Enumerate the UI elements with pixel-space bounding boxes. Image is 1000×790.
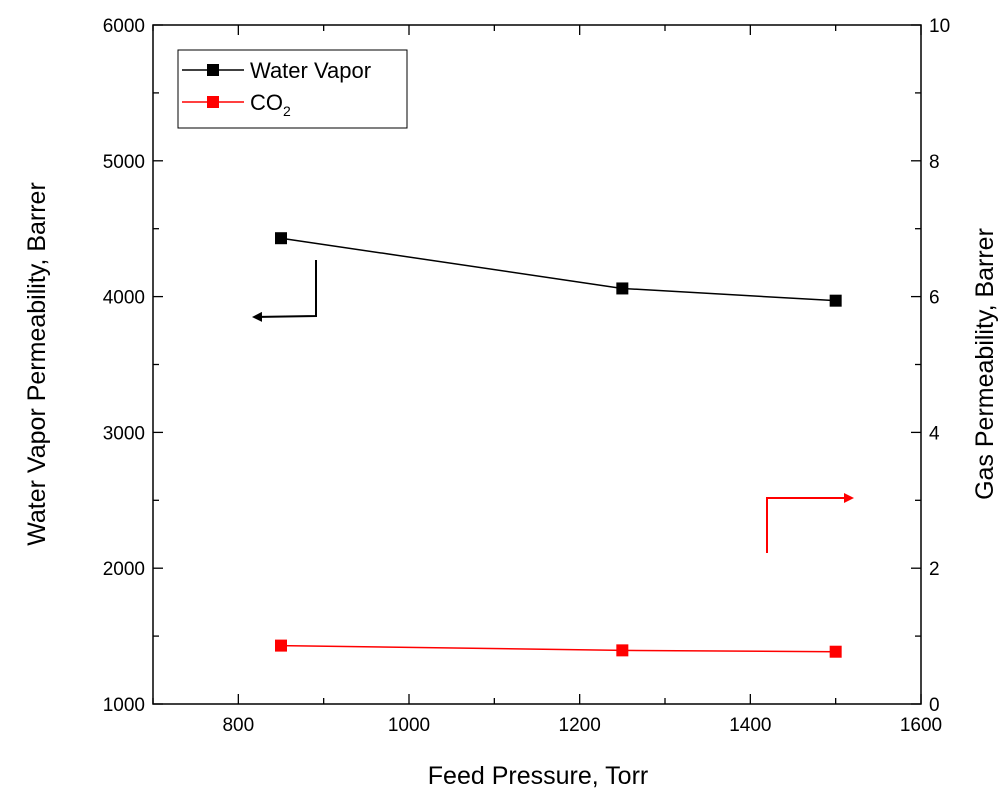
legend-marker — [207, 96, 219, 108]
series-line-0 — [280, 237, 836, 302]
y-left-tick-label: 1000 — [103, 695, 145, 716]
y-left-tick-label: 2000 — [103, 559, 145, 580]
tick-labels: 800 1000 1200 1400 1600 1000 2000 3000 4000 5000 6… — [103, 16, 950, 736]
y-right-tick-label: 0 — [929, 695, 940, 716]
y-left-tick-label: 4000 — [103, 288, 145, 309]
y-left-tick-label: 6000 — [103, 16, 145, 37]
data-point — [616, 644, 629, 657]
x-tick-label: 1200 — [559, 715, 601, 736]
legend-label: Water Vapor — [250, 58, 371, 83]
y-left-tick-label: 3000 — [103, 423, 145, 444]
y-right-tick-label: 2 — [929, 559, 940, 580]
series-line-1 — [280, 644, 836, 653]
y-right-tick-label: 10 — [929, 16, 950, 37]
y-right-axis-title: Gas Permeability, Barrer — [971, 228, 999, 500]
x-tick-label: 1600 — [900, 715, 942, 736]
legend-box — [177, 49, 408, 129]
x-tick-label: 1000 — [388, 715, 430, 736]
legend-marker — [207, 64, 219, 76]
data-point — [275, 639, 287, 652]
y-left-tick-label: 5000 — [103, 152, 145, 173]
data-point — [616, 282, 629, 295]
y-left-axis-title: Water Vapor Permeability, Barrer — [23, 182, 51, 546]
y-right-tick-label: 4 — [929, 423, 940, 444]
x-axis-title: Feed Pressure, Torr — [428, 762, 648, 790]
ticks — [152, 24, 922, 705]
y-right-tick-label: 6 — [929, 288, 940, 309]
data-point — [829, 645, 842, 658]
annotations — [252, 260, 854, 553]
series-group — [275, 232, 842, 658]
data-point — [275, 232, 287, 245]
y-right-tick-label: 8 — [929, 152, 940, 173]
x-tick-label: 1400 — [729, 715, 771, 736]
data-point — [829, 294, 842, 307]
right-axis-arrow — [766, 493, 854, 553]
x-tick-label: 800 — [222, 715, 254, 736]
left-axis-arrow — [252, 260, 317, 322]
